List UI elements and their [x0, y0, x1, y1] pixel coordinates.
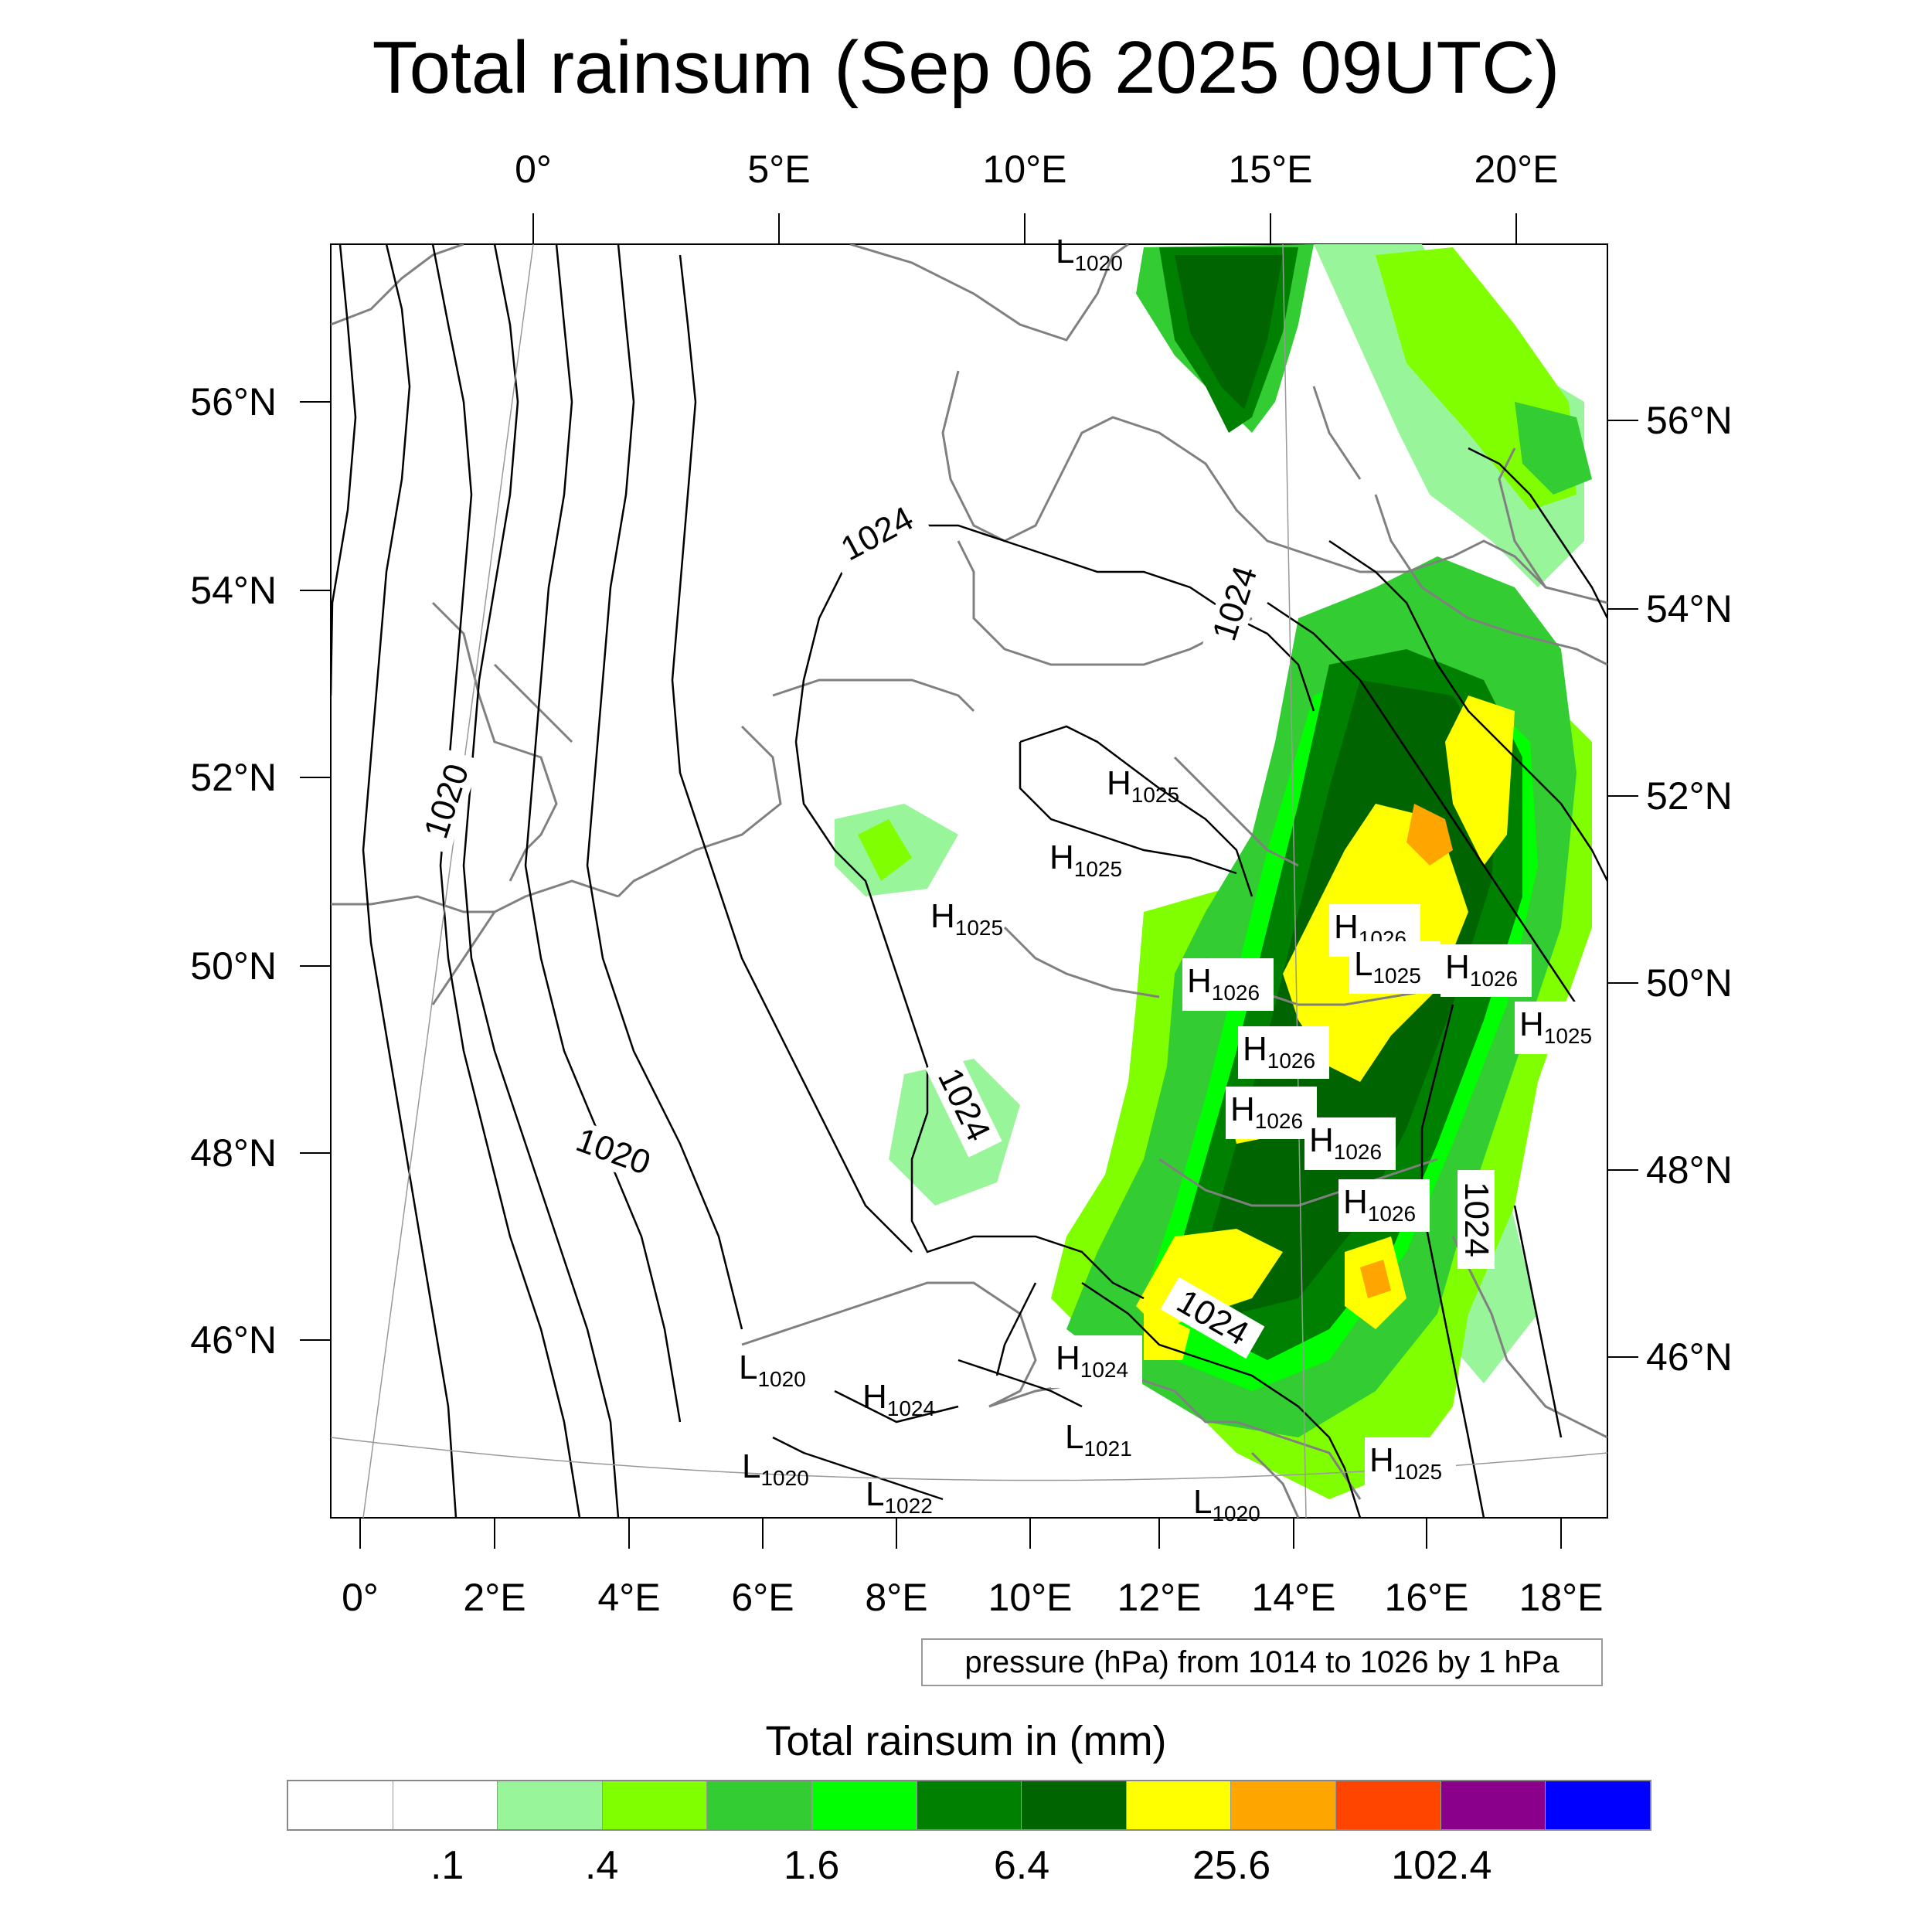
colorbar	[287, 1780, 1651, 1831]
pressure-center-label: H1025	[1107, 764, 1179, 807]
isobars	[331, 244, 1607, 1518]
left-lat-label: 52°N	[190, 756, 277, 799]
top-lon-label: 5°E	[747, 148, 810, 191]
isobar-label: 1024	[1458, 1182, 1495, 1257]
right-lat-label: 56°N	[1646, 399, 1733, 442]
bottom-lon-label: 4°E	[597, 1576, 660, 1619]
pressure-center-label: L1022	[866, 1475, 933, 1518]
bottom-lon-label: 0°	[342, 1576, 379, 1619]
bottom-lon-label: 16°E	[1385, 1576, 1469, 1619]
pressure-note: pressure (hPa) from 1014 to 1026 by 1 hP…	[921, 1638, 1603, 1686]
bottom-lon-label: 2°E	[463, 1576, 526, 1619]
pressure-center-label: H1026	[1187, 962, 1260, 1005]
colorbar-label: 6.4	[993, 1843, 1050, 1888]
pressure-center-label: L1020	[1193, 1483, 1260, 1526]
pressure-center-label: H1026	[1243, 1030, 1315, 1073]
right-lat-label: 48°N	[1646, 1148, 1733, 1192]
top-lon-label: 15°E	[1229, 148, 1313, 191]
right-lat-label: 50°N	[1646, 961, 1733, 1005]
pressure-center-label: H1025	[1519, 1005, 1592, 1048]
pressure-center-label: L1020	[742, 1447, 809, 1490]
left-lat-labels: 56°N 54°N 52°N 50°N 48°N 46°N	[190, 380, 277, 1362]
left-lat-label: 48°N	[190, 1131, 277, 1175]
colorbar-label: 102.4	[1391, 1843, 1492, 1888]
pressure-center-label: L1020	[739, 1349, 806, 1391]
colorbar-box	[1231, 1781, 1337, 1829]
pressure-center-label: H1026	[1445, 948, 1518, 991]
colorbar-box	[393, 1781, 498, 1829]
bottom-lon-label: 18°E	[1519, 1576, 1604, 1619]
colorbar-box	[498, 1781, 603, 1829]
colorbar-box	[1126, 1781, 1232, 1829]
top-lon-label: 20°E	[1475, 148, 1559, 191]
pressure-center-label: L1020	[1056, 233, 1123, 275]
top-lon-label: 10°E	[983, 148, 1067, 191]
colorbar-box	[1336, 1781, 1441, 1829]
pressure-center-label: H1024	[1056, 1339, 1128, 1382]
chart-title: Total rainsum (Sep 06 2025 09UTC)	[372, 26, 1560, 109]
pressure-center-label: H1024	[862, 1378, 935, 1420]
rain-orange	[1360, 804, 1453, 1298]
pressure-center-label: L1021	[1065, 1418, 1132, 1461]
pressure-center-label: H1025	[930, 897, 1003, 940]
bottom-lon-label: 14°E	[1252, 1576, 1336, 1619]
colorbar-box	[917, 1781, 1022, 1829]
right-lat-labels: 56°N 54°N 52°N 50°N 48°N 46°N	[1646, 399, 1733, 1379]
right-lat-label: 46°N	[1646, 1335, 1733, 1379]
left-lat-label: 50°N	[190, 944, 277, 988]
top-lon-labels: 0° 5°E 10°E 15°E 20°E	[515, 148, 1558, 191]
left-lat-label: 46°N	[190, 1318, 277, 1362]
colorbar-label: .4	[584, 1843, 619, 1888]
right-lat-label: 54°N	[1646, 587, 1733, 631]
right-lat-label: 52°N	[1646, 774, 1733, 818]
pressure-centers: L1020 H1025 H1025 H1025 H1026 L1025 H102…	[739, 233, 1606, 1526]
colorbar-label: 1.6	[784, 1843, 840, 1888]
pressure-center-label: L1025	[1354, 945, 1421, 988]
bottom-lon-labels: 0° 2°E 4°E 6°E 8°E 10°E 12°E 14°E 16°E 1…	[342, 1576, 1603, 1619]
colorbar-box	[1546, 1781, 1650, 1829]
left-lat-label: 54°N	[190, 569, 277, 612]
pressure-center-label: H1026	[1230, 1090, 1303, 1133]
colorbar-box	[288, 1781, 393, 1829]
bottom-lon-label: 6°E	[731, 1576, 794, 1619]
colorbar-label: .1	[430, 1843, 464, 1888]
top-lon-label: 0°	[515, 148, 552, 191]
colorbar-box	[1022, 1781, 1127, 1829]
colorbar-box	[812, 1781, 917, 1829]
bottom-lon-label: 12°E	[1117, 1576, 1202, 1619]
bottom-lon-label: 10°E	[988, 1576, 1073, 1619]
pressure-center-label: H1025	[1369, 1441, 1442, 1484]
pressure-center-label: H1026	[1309, 1121, 1382, 1164]
axis-ticks	[300, 213, 1638, 1549]
colorbar-title: Total rainsum in (mm)	[765, 1718, 1167, 1764]
colorbar-label: 25.6	[1192, 1843, 1271, 1888]
colorbar-labels: .1 .4 1.6 6.4 25.6 102.4	[287, 1842, 1651, 1896]
colorbar-box	[1440, 1781, 1546, 1829]
colorbar-box	[707, 1781, 813, 1829]
bottom-lon-label: 8°E	[865, 1576, 927, 1619]
colorbar-box	[602, 1781, 708, 1829]
left-lat-label: 56°N	[190, 380, 277, 423]
pressure-center-label: H1026	[1343, 1183, 1416, 1226]
pressure-center-label: H1025	[1049, 838, 1122, 881]
